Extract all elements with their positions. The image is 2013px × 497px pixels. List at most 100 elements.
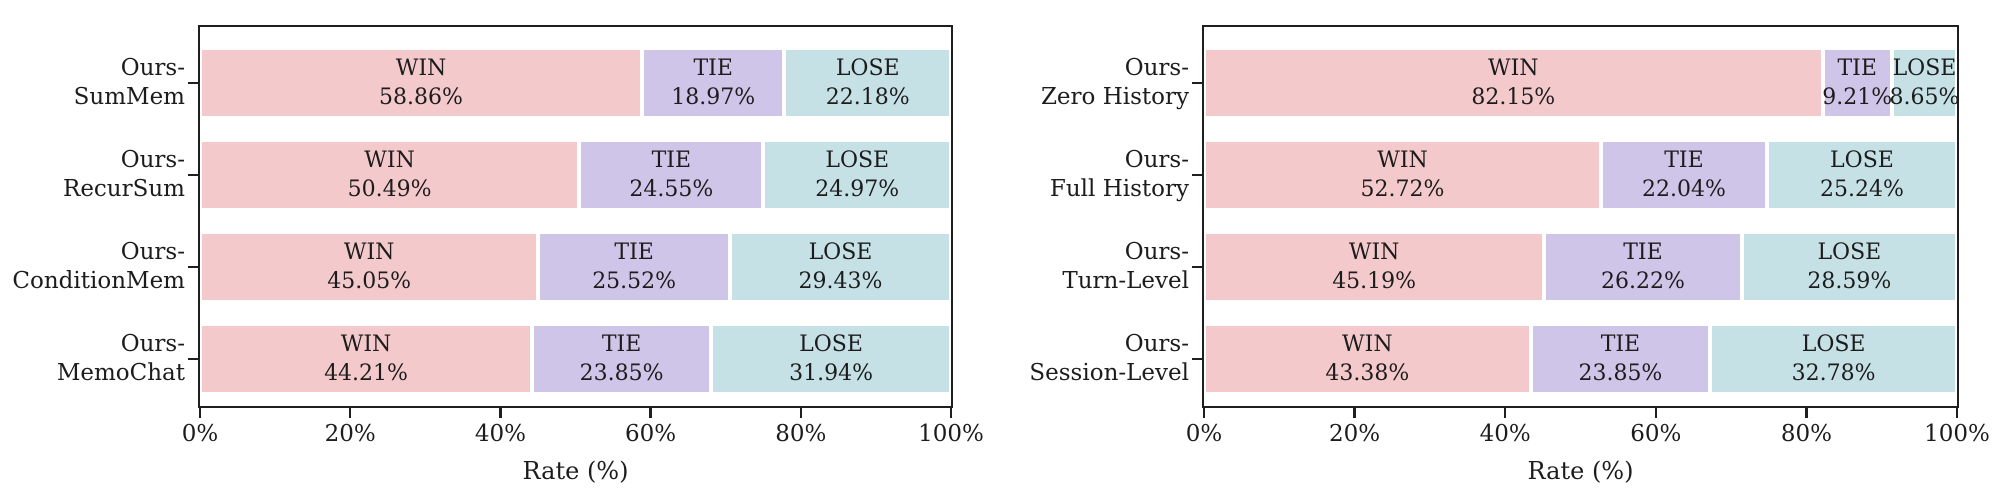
bar-segment-tie: TIE 18.97% [642, 48, 785, 118]
segment-series-label: LOSE [808, 239, 873, 265]
segment-series-label: WIN [343, 239, 395, 265]
category-label-line: ConditionMem [12, 268, 185, 294]
y-axis-tick [188, 357, 198, 361]
x-tick-label: 20% [324, 421, 376, 447]
category-label-line: Full History [1049, 176, 1189, 202]
x-tick-label: 0% [1185, 421, 1223, 447]
x-tick-label: 80% [1780, 421, 1832, 447]
right-x-axis-label: Rate (%) [1527, 457, 1634, 485]
bar-segment-lose: LOSE 25.24% [1766, 140, 1957, 210]
category-label-line: Ours- [1124, 54, 1189, 81]
segment-value-label: 32.78% [1791, 361, 1876, 386]
segment-series-label: LOSE [1817, 239, 1882, 265]
category-label: Ours- Session-Level [0, 324, 1189, 394]
segment-series-label: TIE [614, 239, 654, 265]
segment-series-label: WIN [1348, 239, 1400, 265]
bar-segment-tie: TIE 25.52% [538, 232, 730, 302]
category-label: Ours- SumMem [0, 48, 185, 118]
bar-segment-tie: TIE 22.04% [1600, 140, 1767, 210]
segment-value-label: 45.19% [1332, 269, 1417, 294]
x-axis-tick [1805, 408, 1808, 418]
segment-series-label: WIN [364, 147, 415, 173]
bar-segment-tie: TIE 24.55% [579, 140, 764, 210]
segment-series-label: TIE [693, 55, 733, 81]
x-tick-label: 60% [1630, 421, 1682, 447]
segment-value-label: 18.97% [671, 85, 756, 110]
x-tick-label: 40% [474, 421, 526, 447]
category-label: Ours- Zero History [0, 48, 1189, 118]
category-label-line: Ours- [1124, 330, 1189, 357]
segment-series-label: LOSE [1801, 331, 1866, 357]
segment-series-label: LOSE [799, 331, 863, 357]
segment-value-label: 22.18% [825, 85, 910, 110]
segment-series-label: WIN [1487, 55, 1539, 81]
segment-series-label: LOSE [825, 147, 890, 173]
category-label-line: Ours- [120, 54, 185, 81]
right-plot-area: WIN 82.15% TIE 9.21% LOSE 8.65% WIN 52.72% TIE 22… [1202, 25, 1959, 408]
segment-value-label: 25.24% [1820, 177, 1904, 202]
x-axis-tick [198, 408, 202, 418]
category-label-line: SumMem [73, 84, 185, 110]
bar-row: WIN 58.86% TIE 18.97% LOSE 22.18% [200, 48, 951, 118]
x-axis-tick [499, 408, 502, 418]
bar-row: WIN 82.15% TIE 9.21% LOSE 8.65% [1204, 48, 1960, 118]
segment-series-label: LOSE [1830, 147, 1894, 173]
bar-segment-lose: LOSE 22.18% [784, 48, 951, 118]
category-label: Ours- ConditionMem [0, 232, 185, 302]
segment-series-label: LOSE [1892, 55, 1957, 81]
segment-series-label: TIE [1623, 239, 1663, 265]
bar-segment-win: WIN 45.19% [1204, 232, 1545, 302]
category-label-line: Turn-Level [1062, 268, 1189, 294]
category-label: Ours- MemoChat [0, 324, 185, 394]
category-label-line: Ours- [1124, 146, 1189, 173]
segment-value-label: 50.49% [347, 177, 432, 202]
bar-segment-win: WIN 50.49% [200, 140, 580, 210]
category-label-line: Session-Level [1029, 360, 1189, 386]
x-axis-tick [1654, 408, 1658, 418]
segment-value-label: 8.65% [1889, 85, 1960, 110]
x-axis-tick [348, 408, 352, 418]
left-x-axis-label: Rate (%) [522, 457, 629, 485]
bar-row: WIN 43.38% TIE 23.85% LOSE 32.78% [1204, 324, 1957, 394]
bar-segment-lose: LOSE 32.78% [1710, 324, 1957, 394]
category-label: Ours- Turn-Level [0, 232, 1189, 302]
bar-segment-win: WIN 82.15% [1204, 48, 1823, 118]
segment-series-label: WIN [1377, 147, 1428, 173]
x-axis-tick [799, 408, 803, 418]
bar-segment-lose: LOSE 28.59% [1741, 232, 1957, 302]
y-axis-tick [188, 81, 198, 85]
x-tick-label: 80% [775, 421, 827, 447]
segment-value-label: 58.86% [379, 85, 463, 110]
x-axis-tick [1503, 408, 1507, 418]
segment-value-label: 24.55% [629, 177, 714, 202]
bar-segment-win: WIN 52.72% [1204, 140, 1601, 210]
category-label-line: Ours- [120, 146, 185, 173]
bar-segment-lose: LOSE 31.94% [711, 324, 951, 394]
bar-segment-tie: TIE 9.21% [1822, 48, 1892, 118]
bar-segment-lose: LOSE 24.97% [763, 140, 951, 210]
segment-series-label: WIN [340, 331, 392, 357]
segment-value-label: 52.72% [1360, 177, 1445, 202]
bar-segment-tie: TIE 23.85% [532, 324, 712, 394]
segment-value-label: 44.21% [324, 361, 408, 386]
x-axis-tick [1955, 408, 1959, 418]
bar-row: WIN 45.19% TIE 26.22% LOSE 28.59% [1204, 232, 1957, 302]
bar-row: WIN 45.05% TIE 25.52% LOSE 29.43% [200, 232, 951, 302]
y-axis-tick [1192, 173, 1202, 177]
bar-segment-tie: TIE 26.22% [1544, 232, 1742, 302]
x-axis-tick [1353, 408, 1356, 418]
segment-series-label: TIE [1664, 147, 1704, 173]
segment-value-label: 43.38% [1325, 361, 1410, 386]
bar-segment-win: WIN 43.38% [1204, 324, 1531, 394]
x-axis-tick [1202, 408, 1206, 418]
bar-segment-lose: LOSE 29.43% [729, 232, 951, 302]
bar-row: WIN 44.21% TIE 23.85% LOSE 31.94% [200, 324, 951, 394]
segment-series-label: TIE [1837, 55, 1877, 81]
y-axis-tick [1192, 357, 1202, 361]
segment-value-label: 45.05% [327, 269, 412, 294]
category-label: Ours- RecurSum [0, 140, 185, 210]
x-axis-tick [949, 408, 953, 418]
y-axis-tick [188, 173, 198, 177]
category-label-line: Ours- [1124, 238, 1189, 265]
x-tick-label: 0% [181, 421, 219, 447]
